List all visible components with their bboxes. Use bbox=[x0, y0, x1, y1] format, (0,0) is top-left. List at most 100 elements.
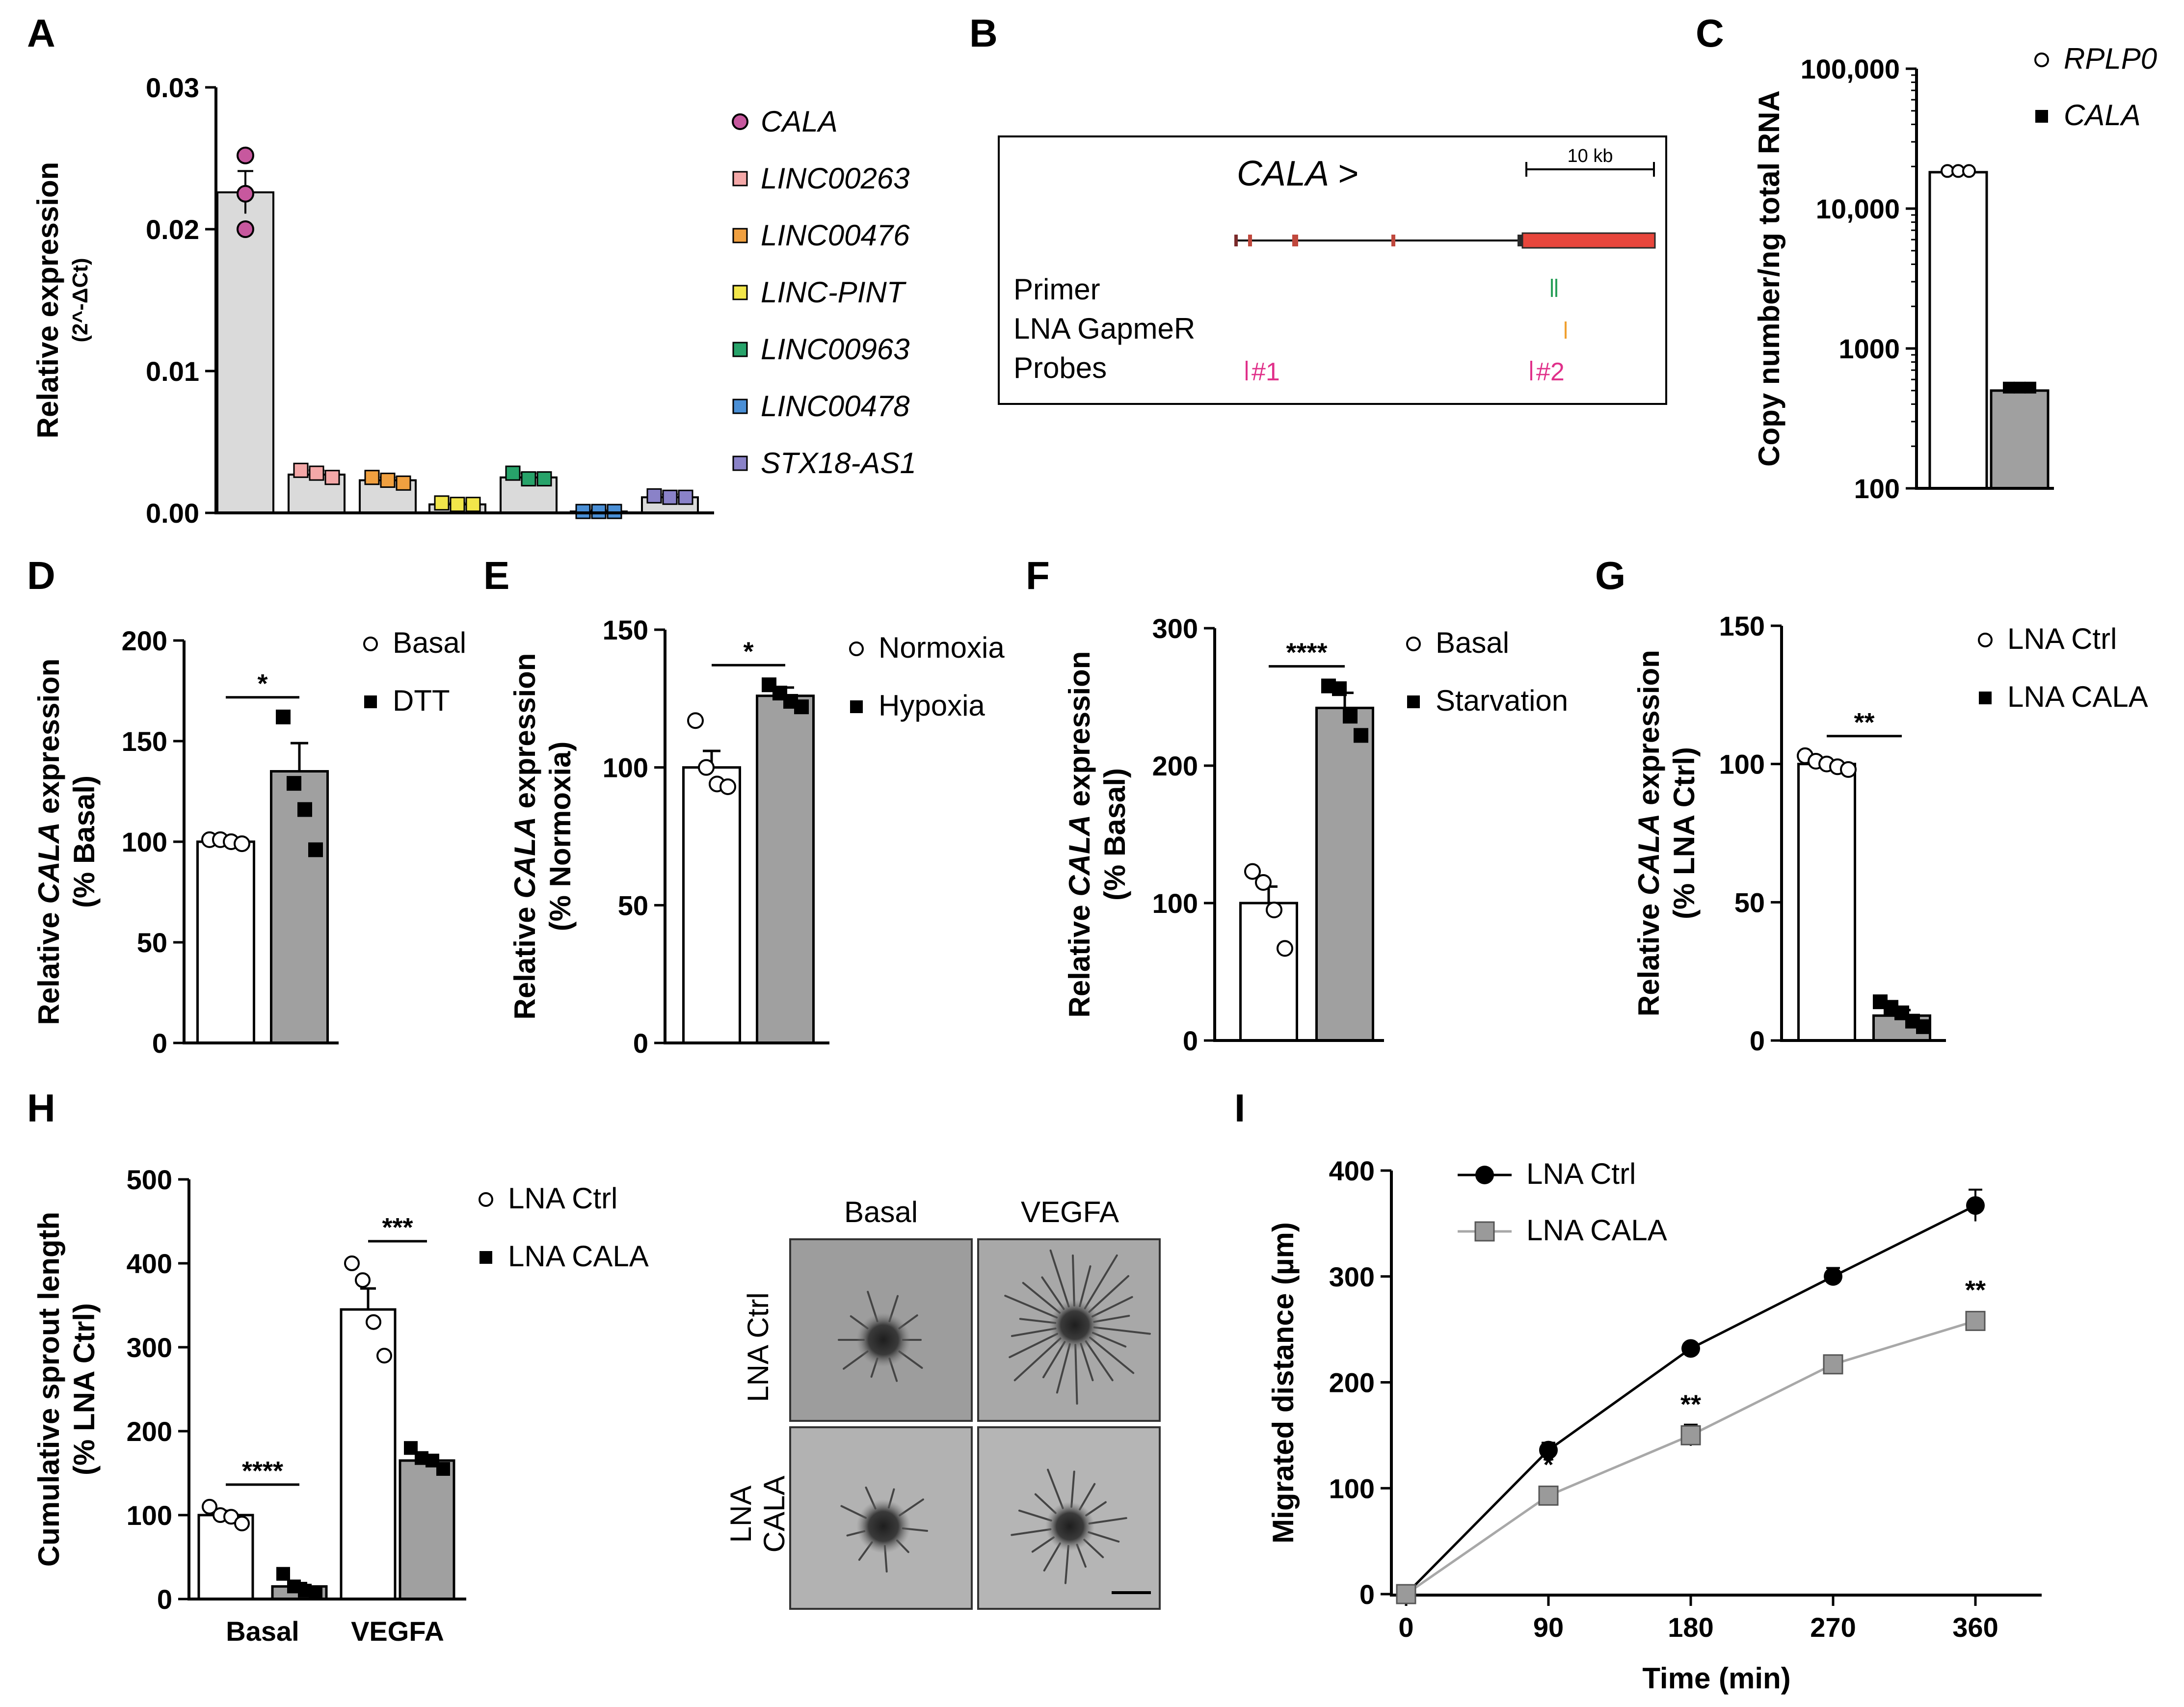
sprout bbox=[1009, 1333, 1059, 1359]
y-tick-label: 200 bbox=[127, 1416, 172, 1447]
y-title-gene: CALA bbox=[508, 817, 541, 899]
image-row-label-line-2: CALA bbox=[758, 1476, 791, 1553]
data-point bbox=[355, 1272, 371, 1288]
y-tick-label: 0.00 bbox=[146, 498, 199, 529]
legend-marker bbox=[479, 1251, 492, 1264]
data-point bbox=[293, 462, 309, 478]
legend-marker bbox=[363, 637, 378, 651]
data-point bbox=[1681, 1339, 1700, 1358]
legend-label: LNA CALA bbox=[2007, 680, 2148, 713]
y-axis-subtitle: (% Basal) bbox=[1098, 768, 1131, 901]
data-point bbox=[1840, 761, 1857, 778]
y-tick-label: 100 bbox=[603, 752, 648, 783]
bar-hypoxia bbox=[756, 694, 815, 1044]
data-point bbox=[237, 146, 254, 164]
y-axis-title: Relative CALA expression bbox=[32, 659, 65, 1025]
y-title-post: expression bbox=[1063, 651, 1096, 815]
significance-label: ** bbox=[1854, 708, 1874, 737]
legend-marker bbox=[2034, 53, 2049, 67]
y-tick-label: 0 bbox=[1359, 1579, 1375, 1610]
legend-label: Normoxia bbox=[879, 631, 1005, 664]
data-point bbox=[1824, 1267, 1842, 1286]
panel-label-e: E bbox=[483, 554, 509, 597]
legend-marker bbox=[732, 342, 748, 357]
sprout bbox=[1091, 1296, 1133, 1318]
y-title-pre: Relative bbox=[1632, 895, 1665, 1016]
y-axis-subtitle: (2^-ΔCt) bbox=[68, 258, 92, 342]
significance-label: * bbox=[257, 669, 267, 698]
significance-label: ** bbox=[1965, 1275, 1986, 1305]
x-axis-title: Time (min) bbox=[1642, 1662, 1790, 1695]
x-tick-label: 0 bbox=[1398, 1612, 1413, 1643]
sprout bbox=[1043, 1542, 1061, 1572]
y-tick-label: 0 bbox=[1183, 1025, 1198, 1056]
y-axis-title: Relative CALA expression bbox=[1063, 651, 1096, 1018]
y-tick-label: 10,000 bbox=[1816, 193, 1900, 224]
chart-f: 0 100 200 300 **** Relative CALA expression(%… bbox=[1063, 613, 1568, 1056]
legend-marker bbox=[732, 285, 748, 300]
data-point bbox=[1538, 1485, 1559, 1506]
data-point bbox=[1539, 1440, 1558, 1460]
y-title-pre: Relative bbox=[508, 899, 541, 1020]
legend-label: Starvation bbox=[1436, 684, 1568, 717]
exon-1 bbox=[1234, 235, 1238, 246]
sprout bbox=[1092, 1332, 1127, 1348]
sprout bbox=[1047, 1468, 1064, 1509]
y-axis-subtitle: (% LNA Ctrl) bbox=[68, 1303, 101, 1475]
data-point bbox=[1965, 1310, 1986, 1331]
data-point bbox=[237, 185, 254, 203]
data-point bbox=[366, 1314, 381, 1330]
y-tick-label: 0.01 bbox=[146, 356, 199, 387]
data-point bbox=[1255, 874, 1272, 891]
image-basal-lna-cala bbox=[789, 1426, 973, 1610]
legend-marker bbox=[849, 641, 864, 656]
legend-label: LNA Ctrl bbox=[508, 1182, 617, 1215]
scale-bar-label: 10 kb bbox=[1568, 146, 1613, 166]
image-row-lna-ctrl: LNA Ctrl bbox=[742, 1292, 774, 1402]
data-point bbox=[287, 776, 301, 791]
spheroid-vegfa-ctrl bbox=[1049, 1300, 1100, 1351]
legend-label: LNA Ctrl bbox=[2007, 622, 2117, 655]
sprout bbox=[1088, 1275, 1130, 1313]
data-point bbox=[309, 465, 324, 481]
data-point bbox=[1396, 1584, 1416, 1604]
y-axis-title: Relative CALA expression bbox=[508, 653, 541, 1020]
legend-label: LINC00476 bbox=[761, 219, 910, 252]
exon-3 bbox=[1292, 235, 1298, 246]
row-label-probes: Probes bbox=[1013, 351, 1107, 384]
y-tick-label: 150 bbox=[603, 614, 648, 645]
sprout bbox=[1064, 1545, 1069, 1584]
image-row-lna-cala: LNACALA bbox=[724, 1476, 791, 1553]
spheroid-vegfa-cala bbox=[1045, 1502, 1094, 1551]
y-axis-subtitle: (% Normoxia) bbox=[544, 742, 577, 932]
bar-cala bbox=[1990, 389, 2050, 490]
y-axis-subtitle: (% LNA Ctrl) bbox=[1668, 747, 1701, 919]
y-tick-label: 0.02 bbox=[146, 214, 199, 245]
legend-marker bbox=[732, 113, 748, 130]
legend-marker bbox=[732, 228, 748, 243]
probe-label-2: #2 bbox=[1536, 358, 1565, 386]
panel-label-c: C bbox=[1696, 11, 1724, 55]
legend-label: CALA bbox=[761, 105, 838, 138]
data-point bbox=[309, 1585, 322, 1600]
y-tick-label: 100 bbox=[1329, 1473, 1375, 1504]
panel-label-g: G bbox=[1595, 554, 1625, 597]
data-point bbox=[536, 471, 552, 487]
data-point bbox=[646, 488, 662, 504]
y-tick-label: 150 bbox=[1719, 611, 1765, 641]
data-point bbox=[202, 1498, 217, 1515]
panel-label-i: I bbox=[1234, 1086, 1245, 1130]
significance-label: *** bbox=[382, 1213, 413, 1242]
significance-label: * bbox=[743, 637, 753, 666]
bar-rplp0 bbox=[1928, 171, 1988, 490]
data-point bbox=[276, 709, 291, 724]
sprout bbox=[1041, 1276, 1065, 1310]
sprout bbox=[1070, 1470, 1075, 1508]
sprout bbox=[1056, 1343, 1071, 1394]
panel-label-b: B bbox=[969, 11, 998, 55]
significance-label: **** bbox=[242, 1456, 283, 1486]
bar-normoxia bbox=[682, 766, 741, 1044]
sprout bbox=[1089, 1336, 1135, 1374]
significance-label: **** bbox=[1286, 638, 1327, 667]
data-point bbox=[505, 465, 521, 481]
